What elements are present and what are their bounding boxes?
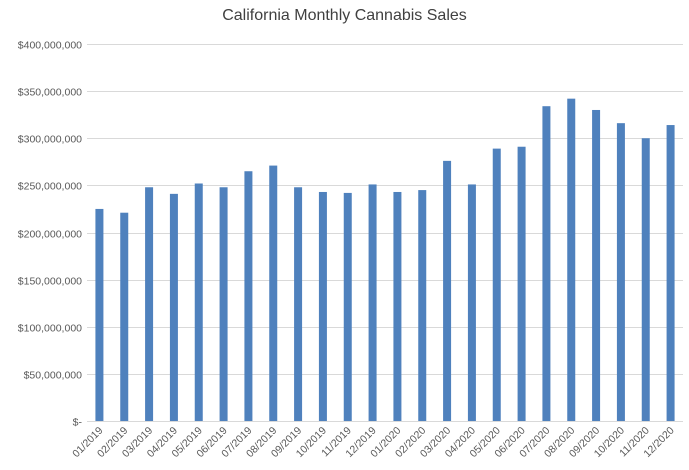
bar bbox=[542, 106, 551, 421]
bar bbox=[418, 190, 427, 421]
bar bbox=[169, 193, 178, 421]
bar bbox=[343, 192, 352, 421]
y-tick-label: $150,000,000 bbox=[18, 276, 82, 288]
bar bbox=[120, 212, 129, 421]
bar bbox=[294, 187, 303, 421]
y-tick-label: $400,000,000 bbox=[18, 40, 82, 52]
bar bbox=[443, 160, 452, 421]
bar bbox=[592, 109, 601, 421]
y-tick-label: $- bbox=[73, 417, 83, 429]
bar bbox=[145, 187, 154, 421]
y-tick-label: $350,000,000 bbox=[18, 87, 82, 99]
bar bbox=[492, 148, 501, 421]
bar bbox=[318, 191, 327, 421]
bar bbox=[194, 183, 203, 421]
y-tick-label: $50,000,000 bbox=[24, 370, 83, 382]
bar bbox=[244, 171, 253, 421]
y-tick-label: $250,000,000 bbox=[18, 181, 82, 193]
chart-title: California Monthly Cannabis Sales bbox=[222, 7, 467, 24]
bar bbox=[616, 123, 625, 422]
bar bbox=[269, 165, 278, 421]
bar bbox=[219, 187, 228, 421]
bar bbox=[467, 184, 476, 421]
bar bbox=[95, 208, 104, 421]
y-tick-label: $300,000,000 bbox=[18, 134, 82, 146]
bar bbox=[393, 191, 402, 421]
bar bbox=[368, 184, 377, 421]
y-tick-label: $100,000,000 bbox=[18, 323, 82, 335]
bar bbox=[641, 138, 650, 421]
bar bbox=[517, 146, 526, 422]
bar bbox=[567, 98, 576, 421]
bar bbox=[666, 125, 675, 422]
y-tick-label: $200,000,000 bbox=[18, 229, 82, 241]
